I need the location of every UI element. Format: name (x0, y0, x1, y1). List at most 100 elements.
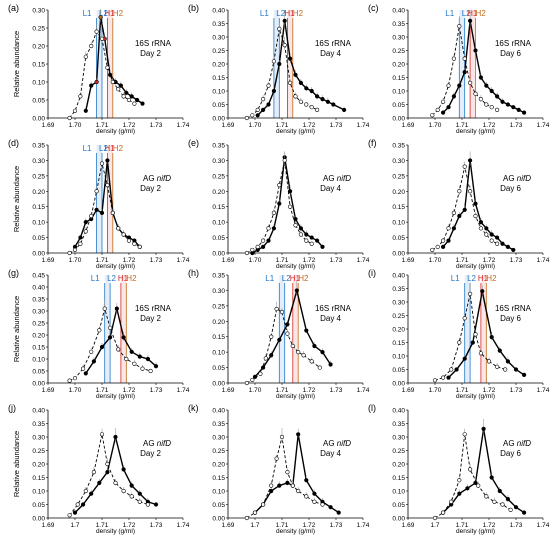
light-point (244, 380, 250, 386)
y-axis-label: Relative abundance (12, 31, 21, 97)
y-tick-label: 0.20 (32, 44, 45, 51)
y-tick-label: 0.25 (32, 26, 45, 33)
light-point (258, 371, 263, 376)
light-series-line (69, 434, 149, 516)
y-tick-label: 0.05 (32, 98, 45, 105)
light-point (473, 332, 478, 337)
light-point (145, 502, 150, 507)
heavy-point (94, 207, 99, 212)
y-tick-label: 0.30 (212, 35, 225, 42)
light-point (298, 232, 303, 237)
heavy-point (462, 356, 467, 361)
x-tick-label: 1.73 (150, 522, 163, 529)
gene-label: 16S rRNA (315, 39, 352, 48)
heavy-point (462, 69, 467, 75)
x-tick-label: 1.69 (222, 522, 235, 529)
panel-label: (b) (188, 3, 199, 13)
y-tick-label: 0.20 (392, 62, 405, 69)
y-tick-label: 0.10 (212, 350, 225, 357)
light-point (126, 238, 132, 243)
x-tick-label: 1.70 (249, 122, 262, 129)
light-point (252, 510, 258, 515)
light-point (495, 241, 500, 246)
y-tick-label: 0.05 (212, 502, 225, 509)
heavy-point (522, 372, 527, 377)
light-point (285, 331, 290, 336)
y-tick-label: 0.40 (392, 8, 405, 15)
heavy-point (505, 102, 510, 107)
light-point (440, 375, 446, 380)
ref-label-l1: L1 (445, 9, 454, 18)
y-tick-label: 0.30 (32, 8, 45, 15)
heavy-point (94, 79, 99, 85)
heavy-point (266, 102, 271, 107)
x-tick-label: 1.73 (510, 122, 523, 129)
light-point (274, 456, 279, 461)
heavy-point (315, 238, 320, 243)
light-point (97, 328, 102, 333)
heavy-point (451, 226, 456, 231)
heavy-point (145, 356, 150, 362)
heavy-point (457, 491, 462, 496)
heavy-point (505, 359, 510, 364)
light-point (244, 515, 250, 521)
x-tick-label: 1.70 (429, 257, 442, 264)
light-point (462, 164, 467, 169)
gene-label: 16S rRNA (135, 304, 172, 313)
ref-label-l1: L1 (260, 9, 269, 18)
x-axis-label: density (g/ml) (96, 393, 135, 400)
y-tick-label: 0.05 (212, 102, 225, 109)
light-point (440, 510, 446, 515)
heavy-point (473, 201, 478, 206)
light-point (67, 250, 72, 256)
light-point (121, 232, 126, 237)
light-point (282, 158, 287, 163)
x-tick-label: 1.7 (70, 522, 79, 529)
y-tick-label: 0.00 (32, 516, 45, 523)
heavy-point (107, 335, 113, 340)
y-tick-label: 0.15 (392, 75, 405, 82)
light-point (260, 238, 266, 243)
light-point (277, 183, 282, 188)
panel-label: (i) (368, 268, 376, 278)
heavy-point (113, 434, 118, 440)
panel-l: (l) 0.00 0.05 0.10 0.15 0.20 0.25 0.30 0.35 0.40 1… (368, 403, 550, 535)
light-point (486, 359, 492, 364)
day-label: Day 6 (500, 449, 521, 458)
x-tick-label: 1.69 (42, 522, 55, 529)
heavy-point (511, 105, 516, 110)
gene-label: AG nifD (143, 174, 171, 183)
heavy-fraction-band (120, 275, 127, 383)
light-point (287, 80, 293, 85)
heavy-point (89, 83, 94, 88)
y-tick-label: 0.05 (392, 102, 405, 109)
heavy-point (304, 328, 309, 333)
heavy-point (277, 201, 282, 206)
light-series-line (434, 434, 511, 519)
light-fraction-band (464, 275, 471, 383)
y-tick-label: 0.30 (392, 435, 405, 442)
heavy-point (277, 483, 282, 488)
light-point (94, 29, 99, 34)
x-tick-label: 1.71 (276, 387, 289, 394)
x-tick-label: 1.70 (249, 257, 262, 264)
y-tick-label: 0.20 (32, 189, 45, 196)
ref-label-h2: H2 (298, 274, 309, 283)
light-point (116, 347, 121, 352)
light-point (121, 488, 126, 494)
x-axis-label: density (g/ml) (276, 393, 315, 400)
heavy-series-line (85, 308, 157, 374)
heavy-point (484, 83, 489, 88)
y-tick-label: 0.00 (32, 251, 45, 258)
light-point (72, 247, 78, 253)
ref-label-l1: L1 (83, 144, 92, 153)
light-point (271, 59, 276, 64)
light-point (105, 65, 110, 70)
gene-label: 16S rRNA (315, 304, 352, 313)
light-point (457, 340, 462, 345)
gene-label: 16S rRNA (135, 39, 172, 48)
y-tick-label: 0.15 (212, 475, 225, 482)
x-tick-label: 1.69 (42, 387, 55, 394)
